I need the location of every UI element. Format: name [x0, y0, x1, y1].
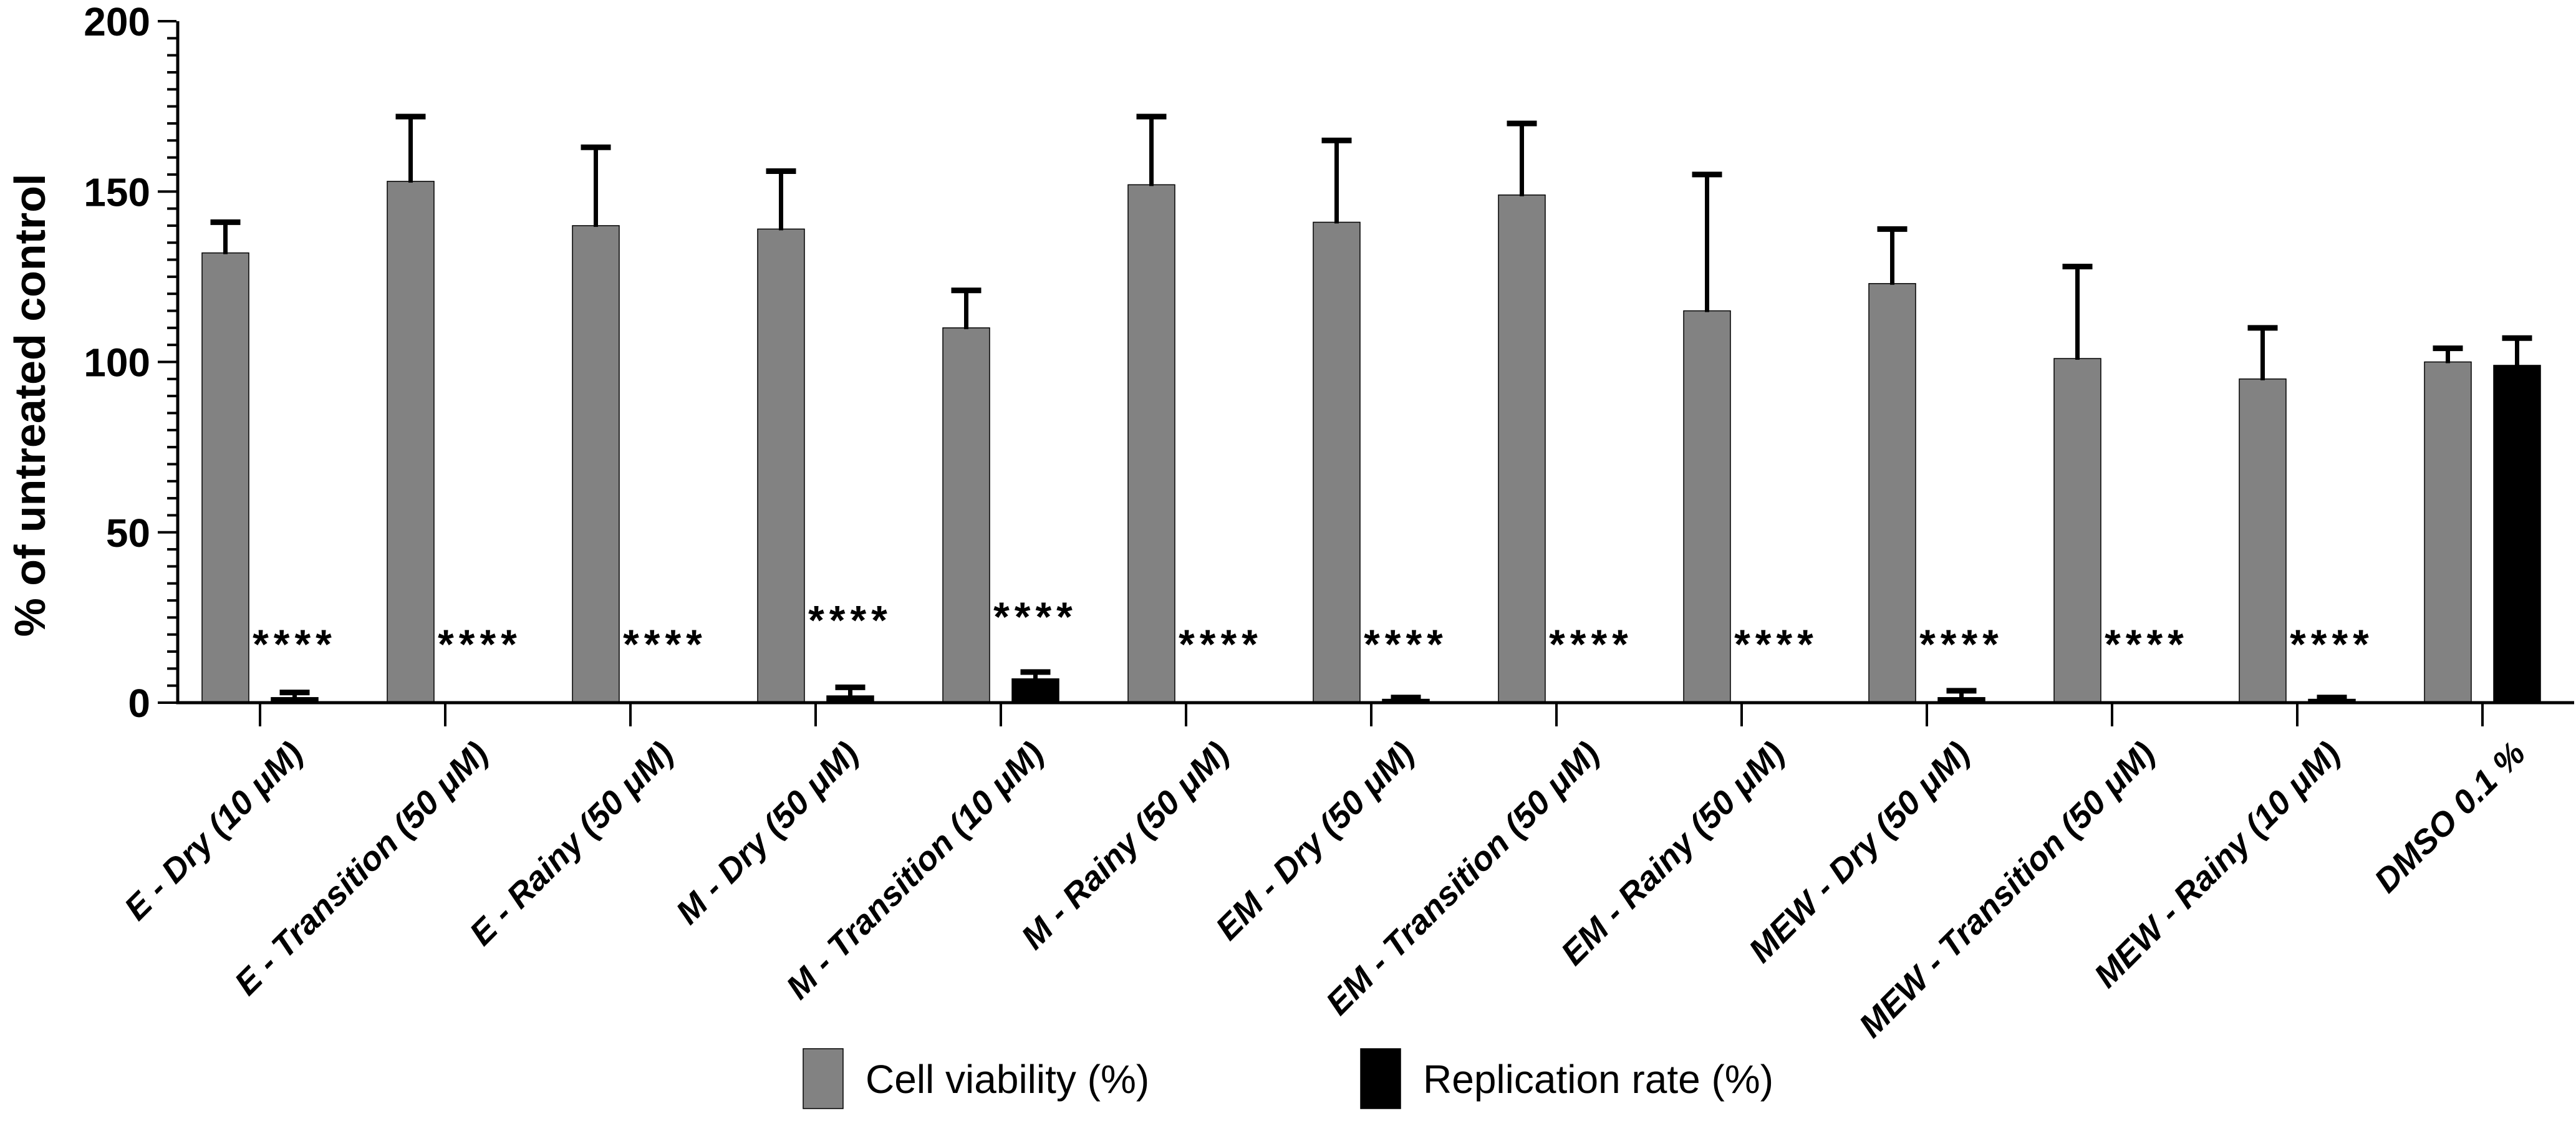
- significance-stars-9: ****: [1919, 621, 2004, 667]
- bar-cell-viability-12: [2424, 361, 2472, 703]
- significance-stars-8: ****: [1734, 621, 1818, 667]
- bar-cell-viability-4: [942, 327, 990, 703]
- bar-cell-viability-1: [387, 181, 435, 703]
- legend-swatch-cell-viability: [803, 1048, 844, 1109]
- y-tick-label-50: 50: [106, 511, 150, 556]
- y-tick-label-200: 200: [84, 0, 150, 44]
- bar-cell-viability-2: [572, 225, 620, 703]
- bar-cell-viability-8: [1683, 310, 1731, 703]
- bar-cell-viability-7: [1498, 194, 1546, 703]
- significance-stars-4: ****: [993, 594, 1078, 640]
- significance-stars-10: ****: [2105, 621, 2189, 667]
- significance-stars-5: ****: [1179, 621, 1263, 667]
- bar-replication-rate-4: [1011, 678, 1059, 703]
- significance-stars-7: ****: [1549, 621, 1633, 667]
- legend-swatch-replication-rate: [1360, 1048, 1401, 1109]
- legend-label-cell-viability: Cell viability (%): [866, 1057, 1149, 1102]
- significance-stars-2: ****: [623, 621, 707, 667]
- y-tick-label-100: 100: [84, 340, 150, 385]
- bar-cell-viability-3: [757, 228, 805, 703]
- bar-cell-viability-0: [201, 252, 249, 703]
- x-category-label-3: M - Dry (50 μM): [669, 734, 866, 931]
- legend-label-replication-rate: Replication rate (%): [1423, 1057, 1773, 1102]
- bar-replication-rate-12: [2493, 365, 2541, 703]
- x-category-label-10: MEW - Transition (50 μM): [1852, 734, 2163, 1045]
- significance-stars-1: ****: [438, 621, 522, 667]
- bar-cell-viability-5: [1127, 184, 1175, 703]
- y-axis-title: % of untreated control: [6, 174, 54, 637]
- x-category-label-12: DMSO 0.1 %: [2367, 734, 2532, 900]
- x-category-label-5: M - Rainy (50 μM): [1014, 734, 1236, 956]
- bar-cell-viability-9: [1868, 283, 1916, 703]
- x-category-label-0: E - Dry (10 μM): [117, 734, 310, 927]
- y-tick-label-0: 0: [128, 681, 150, 726]
- significance-stars-0: ****: [253, 621, 337, 667]
- significance-stars-3: ****: [808, 597, 892, 643]
- significance-stars-11: ****: [2290, 621, 2374, 667]
- x-category-label-2: E - Rainy (50 μM): [463, 734, 681, 953]
- significance-stars-6: ****: [1364, 621, 1448, 667]
- bar-cell-viability-6: [1313, 221, 1361, 703]
- bar-cell-viability-11: [2239, 378, 2287, 703]
- bar-cell-viability-10: [2053, 358, 2101, 703]
- y-tick-label-150: 150: [84, 170, 150, 214]
- x-category-label-6: EM - Dry (50 μM): [1208, 734, 1421, 947]
